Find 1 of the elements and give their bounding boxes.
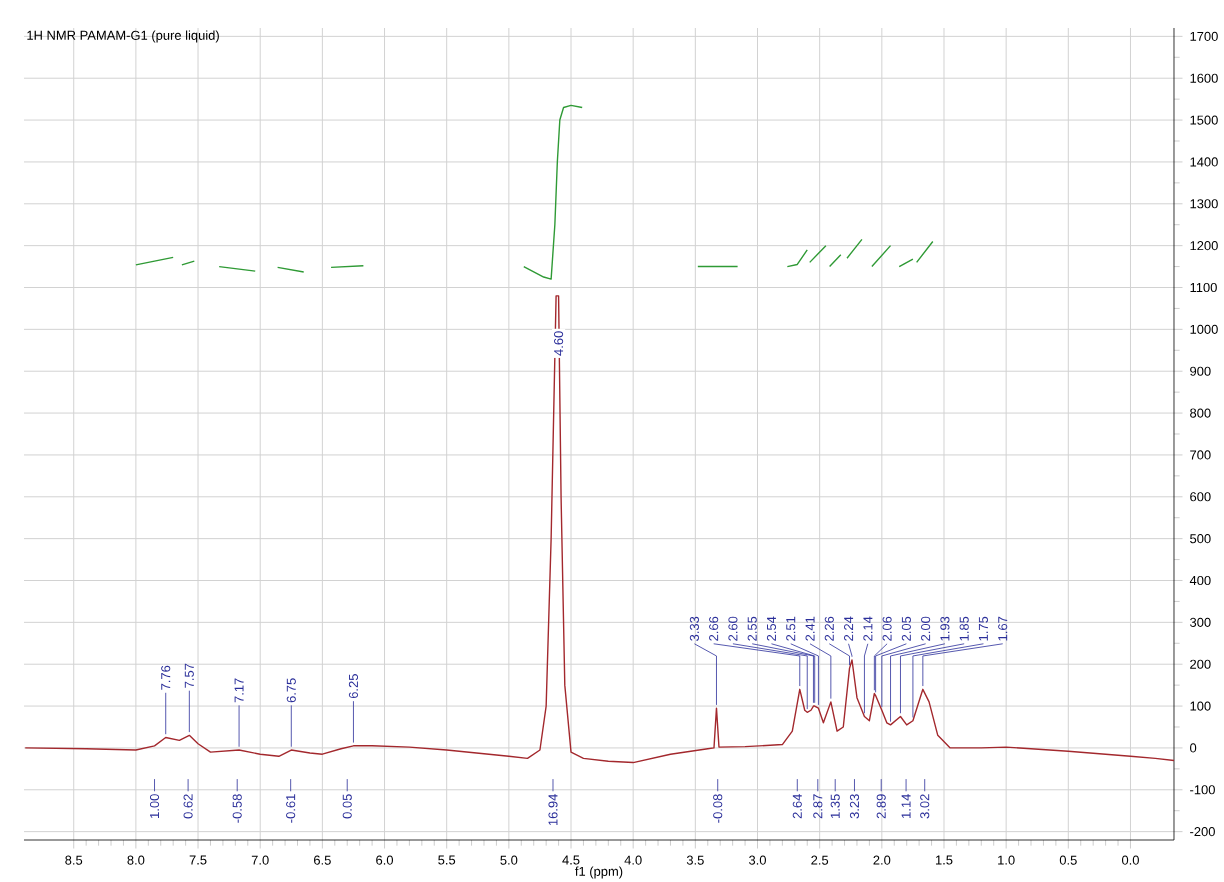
line-series	[24, 295, 1175, 764]
